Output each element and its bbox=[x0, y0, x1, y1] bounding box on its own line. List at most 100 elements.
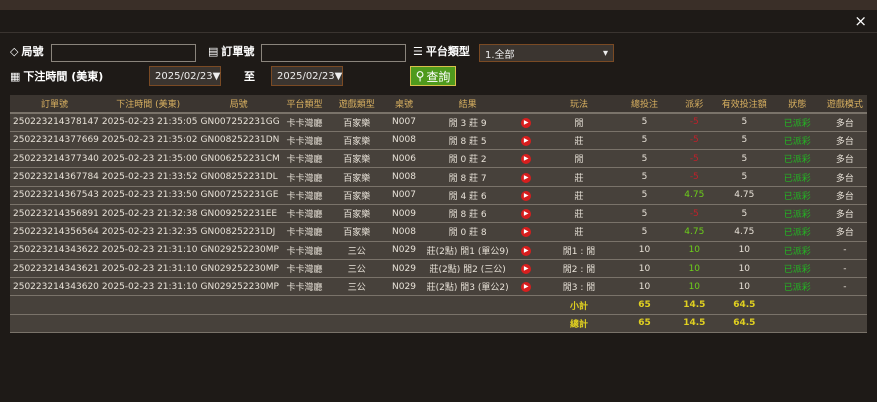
order-no-cell: 250223214356564 bbox=[10, 222, 99, 242]
game-type-cell: 百家樂 bbox=[329, 131, 385, 151]
column-header: 派彩 bbox=[671, 95, 717, 114]
play-video-icon[interactable]: ▶ bbox=[521, 154, 532, 165]
status-cell: 已派彩 bbox=[771, 241, 823, 260]
platform-cell: 卡卡灣廳 bbox=[279, 277, 330, 297]
status-cell: 已派彩 bbox=[771, 259, 823, 279]
close-button[interactable]: × bbox=[854, 12, 867, 30]
video-cell[interactable]: ▶ bbox=[511, 113, 541, 132]
table-row: 250223214343620 2025-02-23 21:31:10 GN0292… bbox=[10, 277, 867, 297]
grandtotal-label: 總計 bbox=[540, 314, 618, 334]
order-no-cell: 250223214378147 bbox=[10, 113, 99, 132]
video-cell[interactable]: ▶ bbox=[511, 222, 541, 242]
game-mode-cell: 多台 bbox=[822, 204, 867, 224]
bet-time-cell: 2025-02-23 21:31:10 bbox=[98, 259, 198, 279]
play-type-cell: 閒3 : 閒 bbox=[540, 277, 618, 297]
play-video-icon[interactable]: ▶ bbox=[521, 227, 532, 238]
valid-bet-cell: 5 bbox=[716, 204, 772, 224]
table-no-cell: N009 bbox=[384, 204, 424, 224]
game-no-input[interactable] bbox=[51, 44, 196, 62]
payout-cell: 4.75 bbox=[671, 186, 717, 205]
column-header: 訂單號 bbox=[10, 95, 99, 114]
grandtotal-valid-bet: 64.5 bbox=[716, 314, 772, 334]
empty-cell bbox=[197, 314, 280, 334]
platform-cell: 卡卡灣廳 bbox=[279, 149, 330, 169]
empty-cell bbox=[771, 295, 823, 315]
column-header: 結果 bbox=[423, 95, 512, 114]
game-no-cell: GN007252231GE bbox=[197, 186, 280, 205]
column-header: 總投注 bbox=[617, 95, 672, 114]
table-no-cell: N006 bbox=[384, 149, 424, 169]
empty-cell bbox=[511, 314, 541, 334]
video-cell[interactable]: ▶ bbox=[511, 241, 541, 260]
valid-bet-cell: 5 bbox=[716, 167, 772, 187]
play-video-icon[interactable]: ▶ bbox=[521, 172, 532, 183]
order-no-cell: 250223214343620 bbox=[10, 277, 99, 297]
platform-select[interactable]: 1.全部 ▾ bbox=[479, 44, 614, 62]
play-video-icon[interactable]: ▶ bbox=[521, 117, 532, 128]
table-row: 250223214378147 2025-02-23 21:35:05 GN0072… bbox=[10, 113, 867, 132]
bet-time-cell: 2025-02-23 21:35:00 bbox=[98, 149, 198, 169]
bet-time-cell: 2025-02-23 21:33:50 bbox=[98, 186, 198, 205]
empty-cell bbox=[197, 295, 280, 315]
date-from-select[interactable]: 2025/02/23▼ bbox=[149, 66, 221, 86]
subtotal-valid-bet: 64.5 bbox=[716, 295, 772, 315]
video-cell[interactable]: ▶ bbox=[511, 131, 541, 151]
game-type-cell: 百家樂 bbox=[329, 186, 385, 205]
valid-bet-cell: 5 bbox=[716, 149, 772, 169]
payout-cell: -5 bbox=[671, 167, 717, 187]
valid-bet-cell: 10 bbox=[716, 277, 772, 297]
play-video-icon[interactable]: ▶ bbox=[521, 209, 532, 220]
video-cell[interactable]: ▶ bbox=[511, 167, 541, 187]
order-no-input[interactable] bbox=[261, 44, 406, 62]
table-row: 250223214343621 2025-02-23 21:31:10 GN0292… bbox=[10, 259, 867, 279]
table-row: 250223214377669 2025-02-23 21:35:02 GN0082… bbox=[10, 131, 867, 151]
empty-cell bbox=[10, 314, 99, 334]
bet-time-cell: 2025-02-23 21:33:52 bbox=[98, 167, 198, 187]
status-cell: 已派彩 bbox=[771, 131, 823, 151]
payout-cell: -5 bbox=[671, 113, 717, 132]
payout-cell: -5 bbox=[671, 131, 717, 151]
game-type-cell: 百家樂 bbox=[329, 222, 385, 242]
table-row: 250223214377340 2025-02-23 21:35:00 GN0062… bbox=[10, 149, 867, 169]
status-cell: 已派彩 bbox=[771, 149, 823, 169]
date-to-select[interactable]: 2025/02/23▼ bbox=[271, 66, 343, 86]
valid-bet-cell: 4.75 bbox=[716, 222, 772, 242]
game-type-cell: 百家樂 bbox=[329, 204, 385, 224]
play-video-icon[interactable]: ▶ bbox=[521, 245, 532, 256]
video-cell[interactable]: ▶ bbox=[511, 204, 541, 224]
total-bet-cell: 5 bbox=[617, 222, 672, 242]
video-cell[interactable]: ▶ bbox=[511, 149, 541, 169]
valid-bet-cell: 5 bbox=[716, 131, 772, 151]
play-video-icon[interactable]: ▶ bbox=[521, 282, 532, 293]
play-video-icon[interactable]: ▶ bbox=[521, 190, 532, 201]
game-no-cell: GN007252231GG bbox=[197, 113, 280, 132]
game-mode-cell: 多台 bbox=[822, 149, 867, 169]
status-cell: 已派彩 bbox=[771, 167, 823, 187]
platform-cell: 卡卡灣廳 bbox=[279, 222, 330, 242]
platform-value: 1.全部 bbox=[485, 49, 515, 61]
search-label: 查詢 bbox=[426, 69, 451, 84]
result-cell: 閒 3 莊 9 bbox=[423, 113, 512, 132]
result-cell: 閒 8 莊 7 bbox=[423, 167, 512, 187]
bet-time-cell: 2025-02-23 21:35:02 bbox=[98, 131, 198, 151]
subtotal-label: 小計 bbox=[540, 295, 618, 315]
video-cell[interactable]: ▶ bbox=[511, 186, 541, 205]
payout-cell: -5 bbox=[671, 204, 717, 224]
play-video-icon[interactable]: ▶ bbox=[521, 135, 532, 146]
video-cell[interactable]: ▶ bbox=[511, 259, 541, 279]
result-cell: 閒 8 莊 6 bbox=[423, 204, 512, 224]
bet-time-cell: 2025-02-23 21:32:35 bbox=[98, 222, 198, 242]
video-cell[interactable]: ▶ bbox=[511, 277, 541, 297]
game-type-cell: 百家樂 bbox=[329, 167, 385, 187]
valid-bet-cell: 10 bbox=[716, 241, 772, 260]
table-no-cell: N007 bbox=[384, 186, 424, 205]
result-cell: 閒 0 莊 2 bbox=[423, 149, 512, 169]
total-bet-cell: 5 bbox=[617, 167, 672, 187]
game-mode-cell: 多台 bbox=[822, 131, 867, 151]
play-video-icon[interactable]: ▶ bbox=[521, 264, 532, 275]
search-button[interactable]: ⚲ 查詢 bbox=[410, 66, 456, 86]
result-cell: 閒 8 莊 5 bbox=[423, 131, 512, 151]
game-mode-cell: - bbox=[822, 277, 867, 297]
platform-cell: 卡卡灣廳 bbox=[279, 259, 330, 279]
column-header: 下注時間 (美東) bbox=[98, 95, 198, 114]
